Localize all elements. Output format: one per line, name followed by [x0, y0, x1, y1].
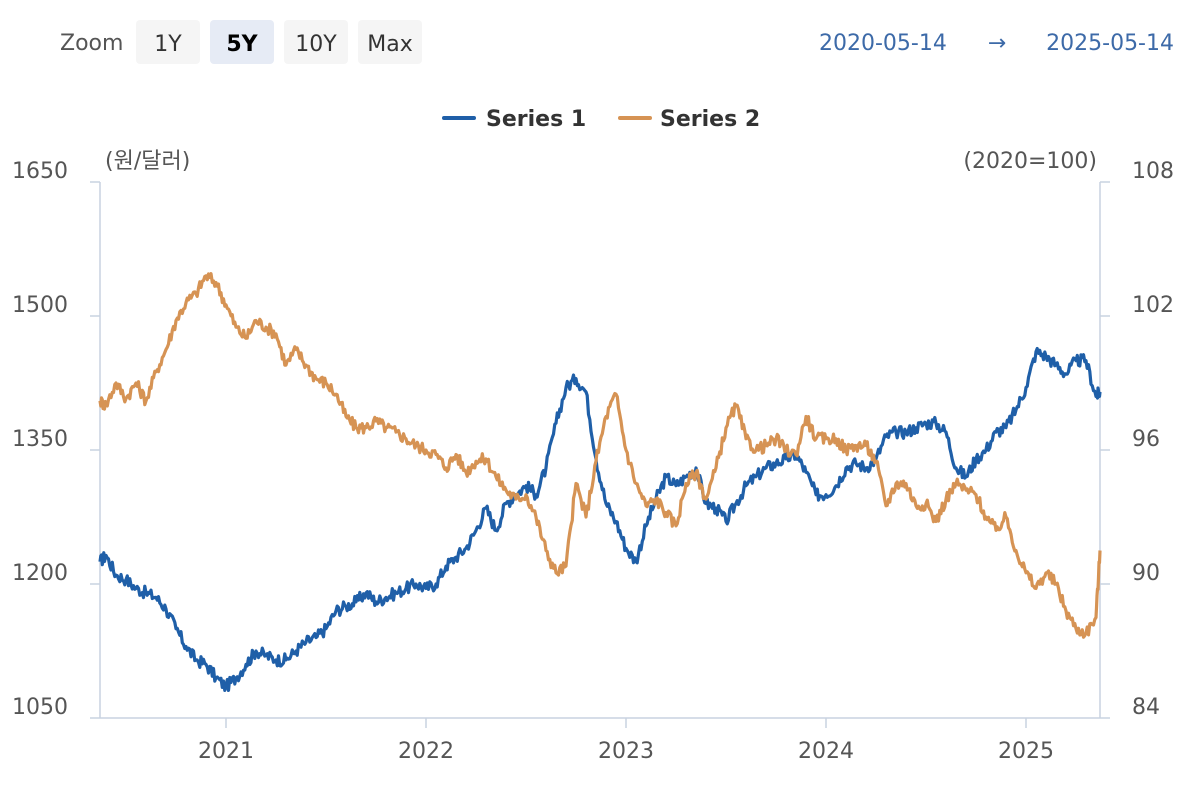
series-group: [98, 272, 1102, 692]
y-left-tick-label: 1650: [12, 159, 68, 184]
zoom-button-5y[interactable]: 5Y: [210, 20, 274, 64]
legend-item-series-1[interactable]: Series 1: [442, 107, 586, 132]
x-tick-label: 2024: [798, 739, 854, 764]
range-from-date[interactable]: 2020-05-14: [819, 31, 947, 56]
zoom-button-label[interactable]: 5Y: [226, 32, 258, 57]
series-line-2: [98, 272, 1102, 639]
x-tick-label: 2025: [998, 739, 1054, 764]
zoom-button-group: 1Y 5Y 10Y Max: [136, 20, 422, 64]
legend: Series 1 Series 2: [442, 107, 760, 132]
x-tick-label: 2023: [598, 739, 654, 764]
legend-label: Series 2: [660, 107, 760, 132]
y-left-tick-label: 1050: [12, 695, 68, 720]
range-arrow: →: [988, 31, 1006, 56]
y-right-unit: (2020=100): [963, 149, 1097, 174]
y-left-unit: (원/달러): [105, 149, 190, 174]
y-left-tick-label: 1200: [12, 561, 68, 586]
zoom-button-max[interactable]: Max: [358, 20, 422, 64]
y-left-tick-label: 1500: [12, 293, 68, 318]
y-right-tick-label: 108: [1132, 159, 1174, 184]
x-tick-label: 2021: [198, 739, 254, 764]
zoom-button-background[interactable]: [358, 20, 422, 64]
zoom-label: Zoom: [60, 31, 123, 56]
y-right-tick-label: 84: [1132, 695, 1160, 720]
date-range: 2020-05-14 → 2025-05-14: [819, 31, 1174, 56]
zoom-button-label[interactable]: 1Y: [154, 32, 182, 57]
ticks: 1050 1200 1350 1500 1650 84 90 96 102 108 2021 2022…: [12, 159, 1174, 764]
zoom-button-background[interactable]: [284, 20, 348, 64]
y-right-tick-label: 102: [1132, 293, 1174, 318]
y-right-tick-label: 90: [1132, 561, 1160, 586]
x-tick-label: 2022: [398, 739, 454, 764]
zoom-button-1y[interactable]: 1Y: [136, 20, 200, 64]
zoom-button-label[interactable]: Max: [367, 32, 412, 57]
y-left-tick-label: 1350: [12, 427, 68, 452]
range-to-date[interactable]: 2025-05-14: [1046, 31, 1174, 56]
legend-label: Series 1: [486, 107, 586, 132]
zoom-button-label[interactable]: 10Y: [295, 32, 337, 57]
zoom-button-background[interactable]: [136, 20, 200, 64]
zoom-button-10y[interactable]: 10Y: [284, 20, 348, 64]
y-right-tick-label: 96: [1132, 427, 1160, 452]
zoom-button-background[interactable]: [210, 20, 274, 64]
legend-item-series-2[interactable]: Series 2: [618, 107, 760, 132]
series-line-1: [98, 346, 1102, 692]
